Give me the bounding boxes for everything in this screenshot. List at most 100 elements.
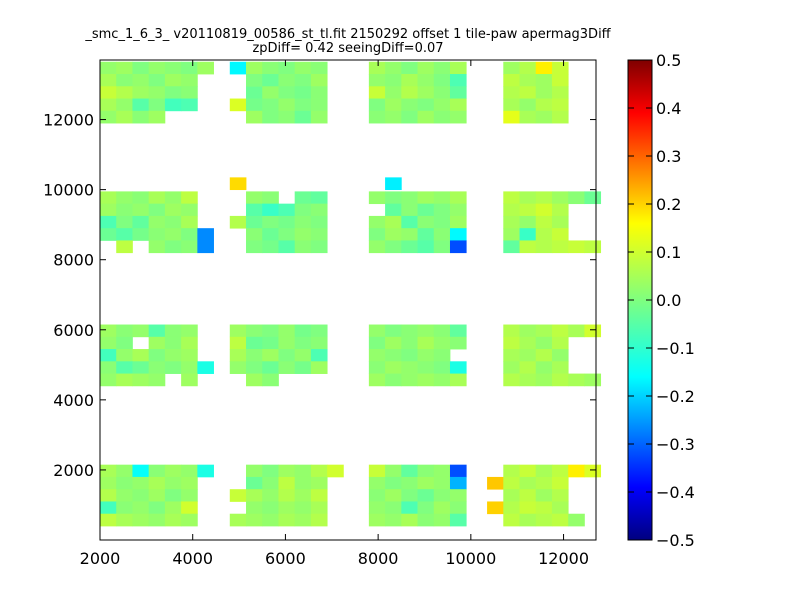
heatmap-cell: [148, 74, 166, 87]
heatmap-cell: [294, 513, 312, 527]
heatmap-cell: [262, 203, 279, 217]
heatmap-cell: [503, 513, 520, 527]
heatmap-cell: [385, 476, 402, 490]
heatmap-cell: [278, 513, 296, 527]
heatmap-cell: [116, 203, 133, 217]
heatmap-cell: [449, 215, 467, 229]
heatmap-cell: [433, 110, 451, 124]
heatmap-cell: [449, 191, 467, 205]
heatmap-cell: [327, 464, 344, 478]
heatmap-cell: [519, 191, 537, 205]
heatmap-cell: [262, 464, 279, 478]
heatmap-cell: [385, 86, 402, 99]
heatmap-cell: [181, 464, 198, 478]
heatmap-cell: [449, 476, 467, 490]
heatmap-cell: [116, 86, 133, 99]
heatmap-cell: [385, 228, 402, 241]
heatmap-cell: [385, 489, 402, 502]
colorbar-tick-label: −0.4: [656, 483, 695, 502]
heatmap-cell: [100, 489, 117, 502]
colorbar-tick-label: −0.5: [656, 531, 695, 550]
heatmap-cell: [294, 476, 312, 490]
heatmap-cell: [148, 61, 166, 75]
heatmap-cell: [551, 203, 569, 217]
heatmap-cell: [294, 61, 312, 75]
heatmap-cell: [148, 349, 166, 362]
heatmap-cell: [181, 191, 198, 205]
heatmap-cell: [197, 228, 214, 241]
heatmap-cell: [148, 98, 166, 112]
heatmap-cell: [294, 240, 312, 254]
heatmap-cell: [401, 489, 418, 502]
heatmap-cell: [385, 177, 402, 191]
heatmap-cell: [551, 215, 569, 229]
heatmap-cell: [385, 74, 402, 87]
heatmap-cell: [148, 361, 166, 374]
heatmap-cell: [535, 464, 553, 478]
heatmap-cell: [100, 349, 117, 362]
heatmap-cell: [132, 110, 150, 124]
heatmap-cell: [181, 513, 198, 527]
heatmap-cell: [164, 361, 182, 374]
x-tick-label: 10000: [445, 549, 496, 568]
heatmap-cell: [417, 324, 435, 338]
heatmap-cell: [503, 240, 520, 254]
heatmap-cell: [417, 361, 435, 374]
heatmap-cell: [433, 361, 451, 374]
heatmap-cell: [262, 61, 279, 75]
heatmap-cell: [519, 349, 537, 362]
heatmap-cell: [116, 489, 133, 502]
x-tick-label: 2000: [80, 549, 121, 568]
colorbar-tick-label: 0.0: [656, 291, 681, 310]
heatmap-cell: [164, 61, 182, 75]
heatmap-cell: [116, 110, 133, 124]
heatmap-cell: [401, 361, 418, 374]
x-tick-label: 6000: [265, 549, 306, 568]
heatmap-cell: [132, 324, 150, 338]
heatmap-cell: [368, 228, 386, 241]
heatmap-cell: [278, 464, 296, 478]
heatmap-cell: [503, 191, 520, 205]
heatmap-cell: [535, 361, 553, 374]
heatmap-cell: [262, 501, 279, 515]
heatmap-cell: [487, 501, 504, 515]
heatmap-cell: [181, 98, 198, 112]
heatmap-cell: [551, 489, 569, 502]
heatmap-cell: [433, 191, 451, 205]
heatmap-cell: [551, 74, 569, 87]
heatmap-cell: [246, 336, 263, 350]
heatmap-cell: [100, 513, 117, 527]
heatmap-cell: [246, 215, 263, 229]
heatmap-cell: [433, 98, 451, 112]
heatmap-cell: [433, 61, 451, 75]
heatmap-cell: [229, 361, 247, 374]
heatmap-cell: [433, 324, 451, 338]
heatmap-cell: [294, 110, 312, 124]
heatmap-cell: [368, 361, 386, 374]
colorbar-tick-label: 0.1: [656, 243, 681, 262]
heatmap-cell: [246, 203, 263, 217]
heatmap-cell: [551, 464, 569, 478]
heatmap-cell: [385, 324, 402, 338]
heatmap-cell: [148, 336, 166, 350]
heatmap-cell: [310, 476, 328, 490]
heatmap-cell: [262, 373, 279, 387]
heatmap-cell: [401, 349, 418, 362]
heatmap-cell: [417, 349, 435, 362]
heatmap-cell: [449, 61, 467, 75]
heatmap-cell: [310, 361, 328, 374]
heatmap-cell: [148, 240, 166, 254]
heatmap-cell: [197, 240, 214, 254]
heatmap-cell: [181, 215, 198, 229]
heatmap-cell: [535, 203, 553, 217]
heatmap-cell: [310, 86, 328, 99]
heatmap-cell: [132, 203, 150, 217]
heatmap-cell: [294, 464, 312, 478]
heatmap-cell: [148, 324, 166, 338]
heatmap-cell: [368, 110, 386, 124]
heatmap-cell: [385, 373, 402, 387]
heatmap-cells: [100, 61, 602, 527]
heatmap-cell: [148, 464, 166, 478]
heatmap-cell: [401, 191, 418, 205]
heatmap-cell: [368, 61, 386, 75]
